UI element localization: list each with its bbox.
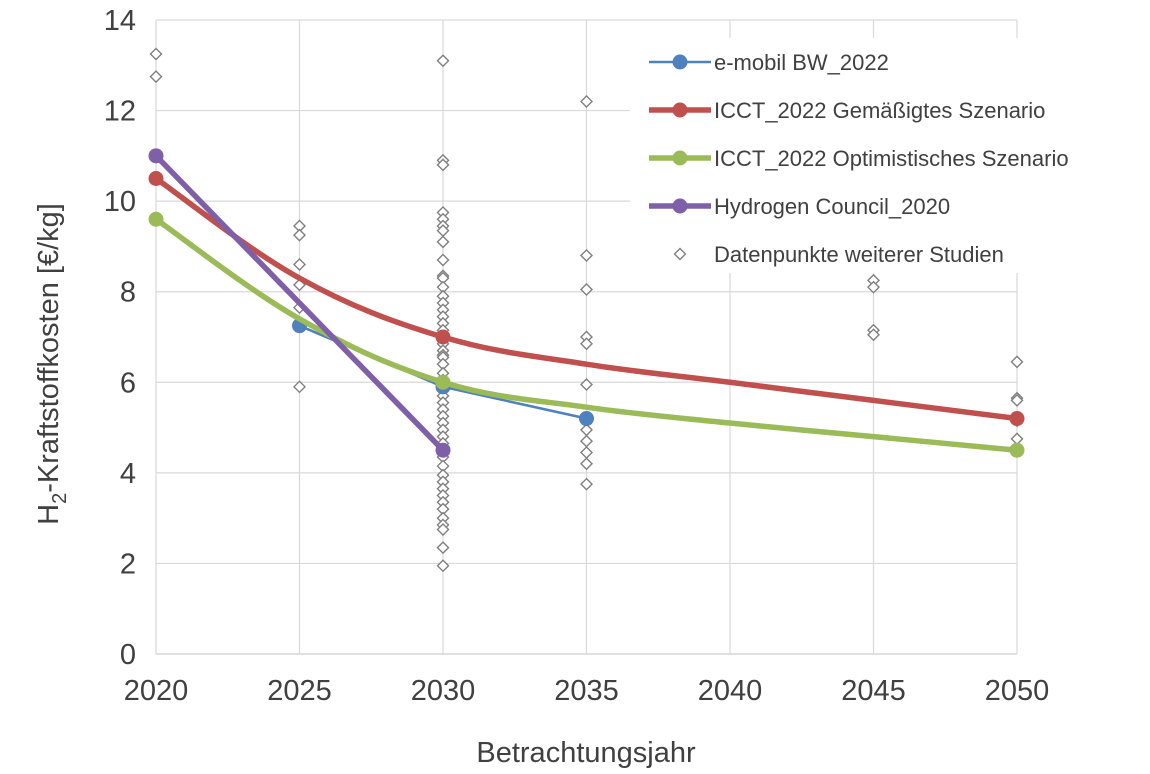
series-marker: [579, 411, 594, 427]
series-line: [153, 216, 1020, 453]
series-marker: [148, 171, 164, 186]
legend-marker: [672, 150, 688, 166]
data-point-marker: [867, 280, 880, 294]
y-tick-label: 0: [120, 639, 136, 671]
series-marker: [435, 442, 451, 458]
series-3: [148, 148, 451, 458]
series-marker: [148, 211, 164, 227]
data-point-marker: [436, 522, 450, 536]
x-tick-label: 2020: [124, 675, 189, 707]
series-line: [153, 153, 446, 453]
legend-item: ICCT_2022 Gemäßigtes Szenario: [649, 98, 1045, 123]
legend: e-mobil BW_2022 ICCT_2022 Gemäßigtes Szen…: [630, 38, 1100, 273]
data-point-marker: [867, 328, 880, 342]
y-tick-label: 2: [120, 548, 136, 580]
plot-series: [148, 47, 1025, 573]
legend-item: ICCT_2022 Optimistisches Szenario: [649, 146, 1069, 171]
series-line: [153, 175, 1020, 422]
series-marker: [1009, 442, 1025, 458]
legend-item: e-mobil BW_2022: [649, 50, 889, 75]
y-axis-title-prefix: H: [33, 504, 65, 525]
data-point-marker: [293, 258, 306, 272]
y-axis-title-rest: -Kraftstoffkosten [€/kg]: [33, 203, 65, 493]
data-point-marker: [436, 541, 450, 555]
y-tick-label: 4: [120, 458, 136, 490]
y-tick-label: 10: [104, 186, 136, 218]
y-axis-title: H2-Kraftstoffkosten [€/kg]: [33, 203, 71, 525]
data-point-marker: [1010, 355, 1024, 369]
data-point-marker: [436, 559, 450, 573]
y-axis-title-subscript: 2: [49, 493, 71, 504]
data-point-marker: [580, 477, 593, 491]
legend-marker: [672, 198, 688, 214]
x-tick-label: 2040: [698, 675, 763, 707]
y-tick-label: 8: [120, 277, 136, 309]
x-tick-label: 2035: [554, 675, 619, 707]
data-point-marker: [580, 434, 593, 448]
legend-item: Hydrogen Council_2020: [649, 194, 950, 219]
legend-item: Datenpunkte weiterer Studien: [673, 242, 1004, 267]
series-1: [148, 171, 1025, 427]
axis-ticks: 0 2 4 6 8 10 12 14 2020 2025 2030 2035 2040 2045 2050: [104, 5, 1050, 707]
series-2: [148, 211, 1025, 458]
data-point-marker: [580, 248, 593, 262]
y-tick-label: 14: [104, 5, 136, 37]
legend-marker: [673, 247, 687, 261]
legend-label: ICCT_2022 Gemäßigtes Szenario: [714, 98, 1045, 123]
series-marker: [435, 329, 451, 345]
data-point-marker: [580, 95, 593, 109]
legend-label: Datenpunkte weiterer Studien: [714, 242, 1004, 267]
data-point-marker: [436, 54, 450, 68]
data-point-marker: [580, 337, 593, 351]
data-point-marker: [580, 282, 593, 296]
legend-label: Hydrogen Council_2020: [714, 194, 950, 219]
data-point-marker: [293, 228, 306, 242]
x-tick-label: 2025: [267, 675, 332, 707]
data-point-marker: [436, 253, 450, 267]
data-point-marker: [149, 70, 163, 84]
legend-label: e-mobil BW_2022: [714, 50, 889, 75]
legend-marker: [672, 54, 688, 70]
data-point-marker: [580, 378, 593, 392]
data-point-marker: [436, 158, 450, 172]
data-point-marker: [293, 380, 306, 394]
data-point-marker: [580, 445, 593, 459]
series-marker: [1009, 411, 1025, 427]
x-tick-label: 2045: [841, 675, 906, 707]
data-point-marker: [436, 235, 450, 249]
x-tick-label: 2050: [985, 675, 1050, 707]
legend-marker: [672, 102, 688, 118]
y-tick-label: 12: [104, 96, 136, 128]
legend-label: ICCT_2022 Optimistisches Szenario: [714, 146, 1069, 171]
data-point-marker: [149, 47, 163, 61]
y-tick-label: 6: [120, 367, 136, 399]
series-marker: [148, 148, 164, 164]
x-tick-label: 2030: [411, 675, 476, 707]
data-point-marker: [1010, 393, 1024, 407]
series-marker: [435, 374, 451, 390]
x-axis-title: Betrachtungsjahr: [476, 737, 696, 769]
data-point-marker: [580, 457, 593, 471]
